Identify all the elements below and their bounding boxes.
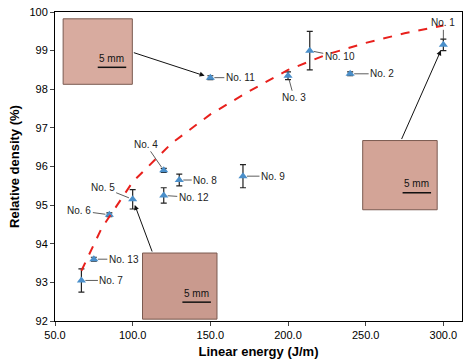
svg-text:No. 3: No. 3 <box>282 92 306 103</box>
svg-text:5 mm: 5 mm <box>404 178 429 189</box>
svg-text:No. 11: No. 11 <box>226 72 255 83</box>
svg-text:95: 95 <box>36 199 48 211</box>
svg-text:No. 12: No. 12 <box>179 192 209 203</box>
svg-text:97: 97 <box>36 122 48 134</box>
svg-text:No. 6: No. 6 <box>67 205 91 216</box>
svg-text:No. 7: No. 7 <box>99 275 123 286</box>
svg-text:93: 93 <box>36 276 48 288</box>
svg-text:5 mm: 5 mm <box>184 288 209 299</box>
svg-text:100: 100 <box>29 6 47 18</box>
svg-text:No. 2: No. 2 <box>370 68 394 79</box>
svg-text:50.0: 50.0 <box>44 329 65 341</box>
svg-text:150.0: 150.0 <box>197 329 225 341</box>
svg-text:No. 5: No. 5 <box>91 182 115 193</box>
svg-text:96: 96 <box>36 160 48 172</box>
svg-text:Relative density (%): Relative density (%) <box>7 105 22 228</box>
svg-text:92: 92 <box>36 315 48 327</box>
svg-text:200.0: 200.0 <box>274 329 302 341</box>
svg-text:99: 99 <box>36 44 48 56</box>
svg-text:94: 94 <box>36 238 48 250</box>
svg-text:No. 10: No. 10 <box>325 51 355 62</box>
svg-text:No. 9: No. 9 <box>261 171 285 182</box>
svg-text:No. 1: No. 1 <box>431 17 455 28</box>
svg-text:No. 8: No. 8 <box>193 175 217 186</box>
svg-text:No. 13: No. 13 <box>109 254 139 265</box>
svg-text:250.0: 250.0 <box>352 329 380 341</box>
svg-text:5 mm: 5 mm <box>99 53 124 64</box>
svg-text:300.0: 300.0 <box>430 329 458 341</box>
svg-text:No. 4: No. 4 <box>134 139 158 150</box>
svg-text:100.0: 100.0 <box>119 329 147 341</box>
svg-text:Linear energy (J/m): Linear energy (J/m) <box>199 344 319 359</box>
svg-text:98: 98 <box>36 83 48 95</box>
